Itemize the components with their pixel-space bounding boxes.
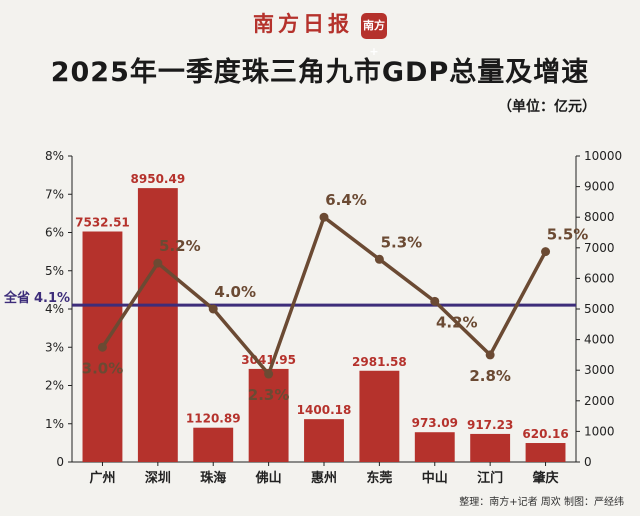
bar — [359, 370, 400, 462]
growth-rate-point — [153, 258, 163, 268]
growth-rate-label: 2.3% — [248, 386, 290, 404]
x-tick-label: 中山 — [422, 470, 448, 486]
growth-rate-point — [319, 212, 329, 222]
bar-value-label: 1120.89 — [186, 412, 241, 426]
bar — [304, 419, 344, 462]
y-left-tick-label: 2% — [45, 379, 64, 393]
y-left-tick-label: 8% — [45, 149, 64, 163]
growth-rate-label: 5.5% — [547, 226, 589, 244]
y-left-tick-label: 4% — [45, 302, 64, 316]
bar-value-label: 917.23 — [467, 418, 513, 432]
y-right-tick-label: 8000 — [584, 210, 615, 224]
growth-rate-label: 4.2% — [436, 313, 478, 331]
growth-rate-label: 2.8% — [469, 367, 511, 385]
bar-value-label: 3041.95 — [241, 353, 296, 367]
y-right-tick-label: 4000 — [584, 333, 615, 347]
x-tick-label: 江门 — [477, 470, 503, 486]
growth-rate-point — [97, 342, 107, 352]
growth-rate-point — [208, 304, 218, 314]
bar-value-label: 8950.49 — [131, 172, 186, 186]
province-reference-label: 全省 — [3, 290, 30, 306]
y-right-tick-label: 3000 — [584, 363, 615, 377]
bar — [525, 443, 566, 462]
masthead-text: 南方日报 — [253, 11, 353, 36]
y-left-tick-label: 0 — [56, 455, 64, 469]
x-tick-label: 佛山 — [255, 470, 282, 486]
y-right-tick-label: 6000 — [584, 271, 615, 285]
chart-title: 2025年一季度珠三角九市GDP总量及增速 — [50, 57, 590, 88]
growth-rate-point — [264, 369, 274, 379]
unit-label: （单位：亿元） — [498, 99, 596, 115]
masthead-logo: 南方日报 南方+ — [0, 8, 640, 58]
growth-rate-point — [374, 254, 384, 264]
x-tick-label: 肇庆 — [532, 470, 559, 486]
bar — [248, 368, 289, 462]
y-right-tick-label: 0 — [584, 455, 592, 469]
seal-logo: 南方+ — [361, 12, 387, 58]
bar-value-label: 973.09 — [412, 416, 458, 430]
y-right-tick-label: 1000 — [584, 424, 615, 438]
y-left-tick-label: 3% — [45, 340, 64, 354]
y-right-tick-label: 2000 — [584, 394, 615, 408]
bar — [414, 432, 455, 462]
x-tick-label: 广州 — [89, 470, 115, 486]
growth-rate-label: 3.0% — [82, 359, 124, 377]
credit-text: 整理：南方+记者 周欢 制图：严经纬 — [459, 497, 624, 508]
bar-value-label: 620.16 — [522, 427, 568, 441]
y-left-tick-label: 1% — [45, 417, 64, 431]
y-left-tick-label: 7% — [45, 187, 64, 201]
growth-rate-label: 4.0% — [214, 283, 256, 301]
growth-rate-point — [541, 247, 551, 257]
y-right-tick-label: 9000 — [584, 180, 615, 194]
x-tick-label: 深圳 — [145, 470, 171, 486]
bar — [193, 427, 234, 462]
growth-rate-label: 6.4% — [325, 191, 367, 209]
bar-value-label: 1400.18 — [297, 403, 352, 417]
y-left-tick-label: 6% — [45, 226, 64, 240]
x-tick-label: 珠海 — [200, 470, 226, 486]
y-right-tick-label: 7000 — [584, 241, 615, 255]
x-tick-label: 惠州 — [311, 470, 337, 486]
y-right-tick-label: 10000 — [584, 149, 622, 163]
bar — [137, 188, 178, 463]
y-right-tick-label: 5000 — [584, 302, 615, 316]
bar — [470, 433, 511, 462]
province-reference-value: 4.1% — [34, 291, 70, 306]
growth-rate-point — [430, 296, 440, 306]
growth-rate-label: 5.2% — [159, 237, 201, 255]
y-left-tick-label: 5% — [45, 264, 64, 278]
bar-value-label: 2981.58 — [352, 355, 407, 369]
growth-rate-label: 5.3% — [381, 233, 423, 251]
growth-rate-point — [485, 350, 495, 360]
x-tick-label: 东莞 — [366, 470, 392, 486]
bar-value-label: 7532.51 — [75, 216, 130, 230]
